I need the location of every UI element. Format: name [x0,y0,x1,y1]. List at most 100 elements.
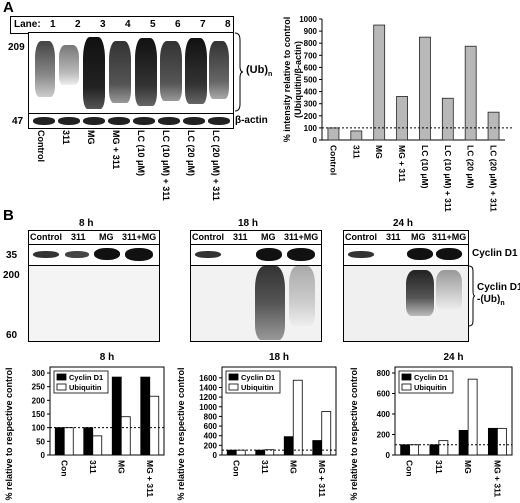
chart-title: 8 h [100,352,114,363]
y-axis-label: % relative to respective control [176,367,186,500]
blot-18h-header: Control 311 MG 311+MG [190,230,322,245]
ub-brace [234,32,244,112]
y-tick-label: 1400 [199,383,217,392]
lane-number: 3 [100,19,106,30]
x-tick-label: MG [374,145,384,159]
blot-8h-cyclin-band-2 [65,251,89,258]
bar-ubiquitin [120,416,131,456]
cyclin-ub-label-2-sub: n [500,300,505,307]
y-tick-label: 200 [304,112,318,121]
x-tick-label: Con [59,460,69,477]
bar-cyclin-d1 [226,449,237,456]
x-tick-label: MG [288,460,298,474]
bar-cyclin-d1 [283,436,294,456]
x-tick-label: 311 [351,145,361,159]
plot-frame [49,366,165,456]
legend-label: Ubiquitin [69,383,102,392]
blot-18h-cyclin-band-3 [256,248,282,261]
lane-number: 7 [200,19,206,30]
cyclin-ub-brace [468,265,476,327]
legend-swatch [228,373,239,381]
x-tick-label: LC (10 μM) [420,145,430,189]
lane-number: 8 [225,19,231,30]
bar [350,130,363,141]
y-tick-label: 400 [304,88,318,97]
ub-label-sub: n [268,71,273,79]
blot-8h-lane-4: 311+MG [122,232,157,242]
bar-cyclin-d1 [458,430,469,456]
legend-swatch [401,373,412,381]
ub-label-text: (Ub) [246,64,268,76]
blot-24h-cyclin-band-4 [436,248,462,260]
actin-label: β-actin [235,115,268,126]
y-tick-label: 150 [32,410,46,419]
bar-ubiquitin [496,427,507,456]
bar-cyclin-d1 [312,440,323,456]
bar-cyclin-d1 [111,376,122,456]
actin-band-2 [58,117,80,125]
y-tick-label: 600 [304,63,318,72]
blot-24h-lane-3: MG [411,232,426,242]
blot-18h-lane-3: MG [261,232,276,242]
bar-cyclin-d1 [487,427,498,456]
legend-label: Cyclin D1 [414,373,448,382]
y-tick-label: 200 [32,396,46,405]
marker-200: 200 [3,270,20,281]
ub-smear-lane-1 [35,41,55,97]
y-axis-label-2: (Ubiquitin/β-actin) [293,41,303,118]
blot-18h-cyclin [190,244,322,266]
blot-8h-cyclin [28,244,160,266]
x-tick-label: MG + 311 [492,460,502,497]
x-tick-label: MG + 311 [317,460,327,497]
ub-smear-lane-4 [109,41,131,103]
y-tick-label: 1600 [199,374,217,383]
blot-8h-title: 8 h [79,218,94,229]
legend-box [53,370,109,394]
blot-8h-lane-3: MG [99,232,114,242]
cyclin-label: Cyclin D1 [472,248,518,259]
blot-24h-lane-1: Control [345,232,377,242]
x-tick-label: Control [328,145,338,175]
panel-b-chart-8h: 8 h 0 50 100 150 200 250 300 Con 311 MG MG + 311 Cyc… [4,352,165,501]
blot-18h-ub-smear-3 [255,266,285,340]
legend-swatch [56,373,67,381]
blot-24h-cyclin-band-1 [348,251,374,258]
y-tick-label: 300 [32,369,46,378]
panel-b-chart-24h: 24 h 0 200 400 600 800 Con 311 MG MG + 311 Cyclin … [349,352,513,501]
bar-cyclin-d1 [255,449,266,456]
marker-47: 47 [12,116,24,127]
lane-label: Lane: [14,19,41,30]
legend-swatch [228,383,239,391]
legend-label: Ubiquitin [241,383,274,392]
treatment-label: Control [36,130,46,162]
x-tick-label: MG [463,460,473,474]
y-axis-label: % relative to respective control [349,367,359,500]
y-tick-label: 600 [204,422,218,431]
blot-24h-lane-4: 311+MG [432,232,467,242]
marker-60: 60 [6,330,18,341]
panel-a-chart: 0 100 200 300 400 500 600 700 800 900 1000 Control 3… [282,15,513,212]
blot-24h-header: Control 311 MG 311+MG [343,230,469,245]
bar-ubiquitin [63,427,74,456]
y-axis-label: % intensity relative to control [282,17,292,143]
bar-ubiquitin [467,378,478,456]
cyclin-ub-label-2: -(Ub)n [477,294,505,307]
legend-label: Cyclin D1 [241,373,275,382]
y-tick-label: 1000 [199,403,217,412]
x-tick-label: MG [116,460,126,474]
treatment-label: 311 [61,130,71,145]
bar-cyclin-d1 [140,376,151,456]
blot-24h-ub-smear-4 [436,270,462,310]
blot-8h-cyclin-band-3 [94,248,120,260]
legend-swatch [56,383,67,391]
ub-smear-lane-6 [160,41,182,101]
actin-band-8 [208,117,230,125]
ub-smear-lane-3 [83,37,105,109]
y-tick-label: 800 [377,369,391,378]
ub-smear-lane-5 [135,38,157,106]
y-tick-label: 0 [313,136,318,145]
blot-18h-ub-smear-4 [289,266,315,326]
y-tick-label: 400 [204,432,218,441]
y-tick-label: 250 [32,383,46,392]
